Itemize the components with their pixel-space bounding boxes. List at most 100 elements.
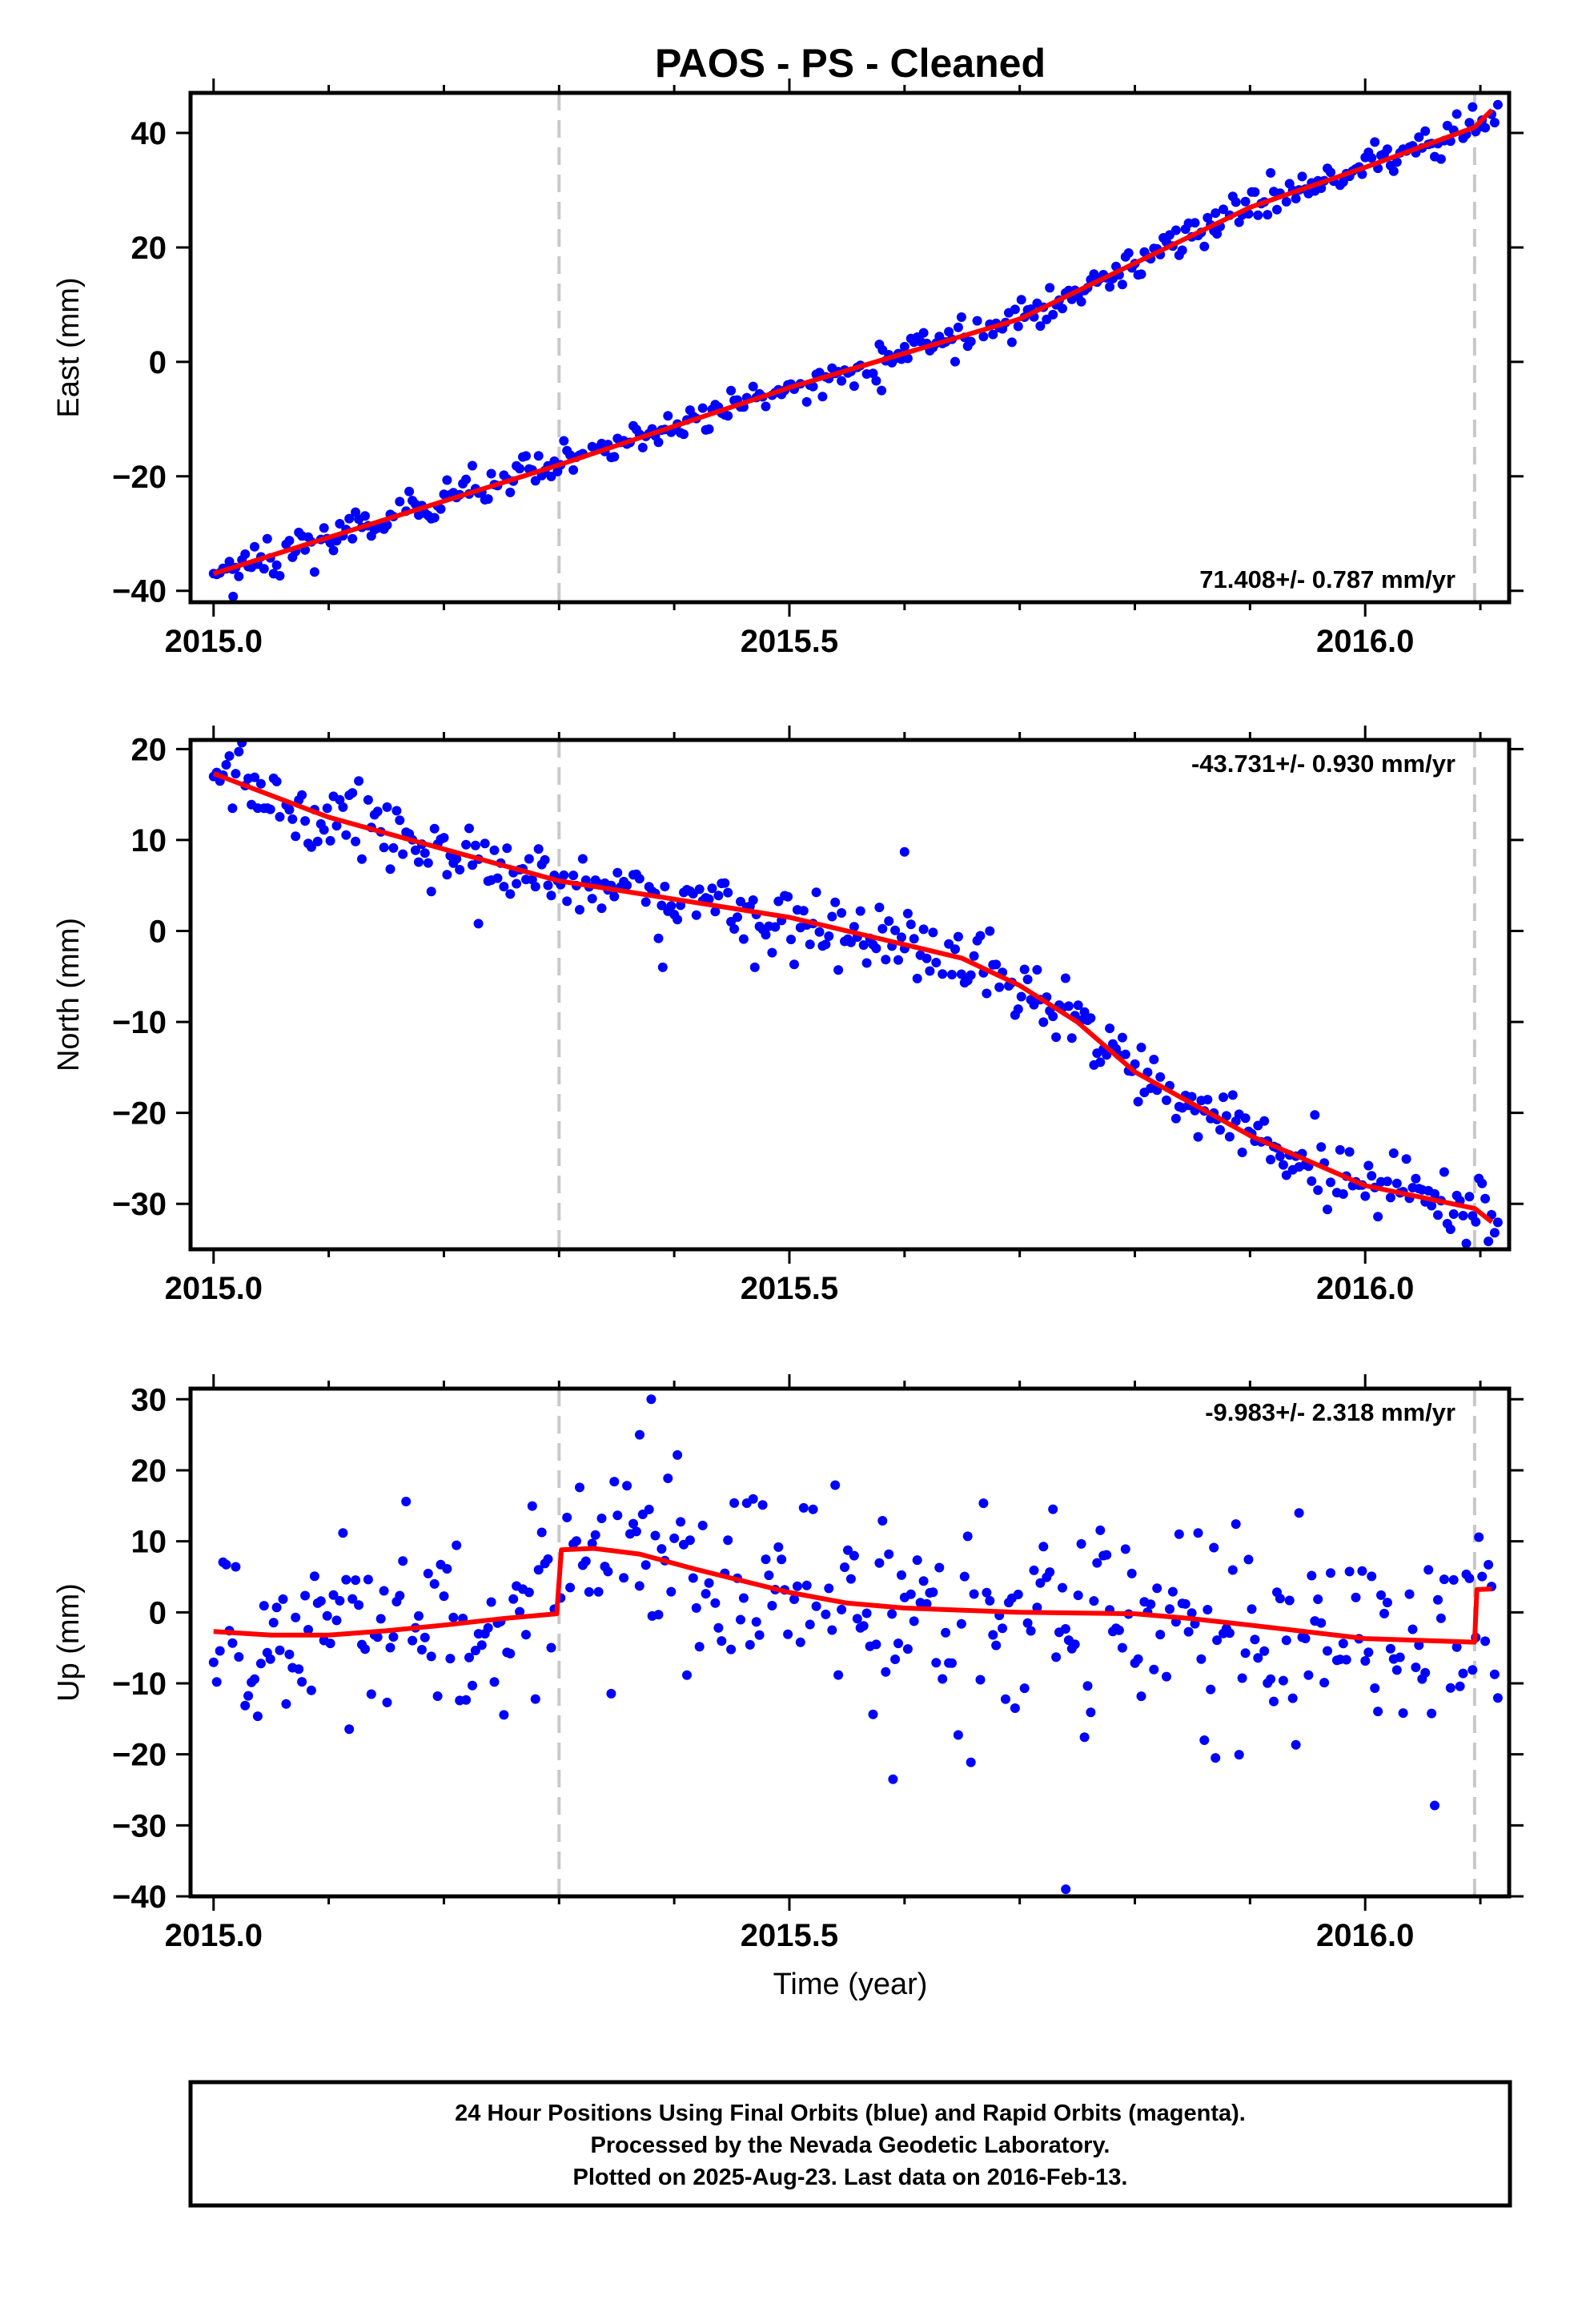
data-point (1370, 137, 1380, 147)
data-point (1445, 1224, 1456, 1234)
data-point (874, 903, 885, 913)
data-point (628, 1518, 638, 1529)
data-point (1477, 1571, 1488, 1582)
data-point (1105, 282, 1115, 292)
data-point (363, 794, 373, 805)
data-point (1489, 1228, 1500, 1238)
data-point (795, 1637, 805, 1647)
y-tick-label: −30 (112, 1808, 167, 1844)
footer-box: 24 Hour Positions Using Final Orbits (bl… (188, 2080, 1512, 2208)
data-point (704, 1578, 714, 1588)
data-point (1291, 194, 1301, 203)
y-tick-label: 0 (149, 345, 167, 380)
data-point (710, 907, 721, 917)
data-point (959, 1571, 970, 1582)
data-point (559, 870, 569, 880)
data-point (1227, 1090, 1238, 1100)
data-point (335, 794, 345, 805)
data-point (228, 591, 239, 601)
data-point (521, 1630, 531, 1640)
data-point (792, 1581, 802, 1591)
data-point (666, 901, 677, 911)
data-point (1212, 1635, 1223, 1646)
data-point (1471, 1216, 1481, 1227)
data-point (905, 1589, 916, 1599)
data-point (1199, 1735, 1210, 1745)
data-point (470, 840, 480, 850)
data-point (445, 1654, 456, 1664)
data-point (821, 939, 831, 950)
data-point (640, 897, 651, 907)
data-point (657, 962, 668, 972)
data-point (840, 1562, 849, 1572)
footer-line-3: Plotted on 2025-Aug-23. Last data on 201… (573, 2165, 1128, 2190)
data-point (580, 1556, 591, 1566)
data-point (849, 1550, 859, 1561)
data-point (897, 1570, 906, 1580)
data-point (1073, 1000, 1083, 1011)
data-point (694, 884, 705, 895)
data-point (635, 1429, 644, 1440)
data-point (666, 1586, 677, 1597)
data-point (568, 464, 579, 475)
data-point (1278, 1160, 1288, 1170)
data-point (798, 906, 809, 916)
data-point (1335, 1144, 1345, 1155)
data-point (300, 816, 311, 826)
data-point (713, 1622, 724, 1633)
data-point (1464, 118, 1475, 128)
data-point (275, 812, 285, 822)
data-point (827, 1625, 837, 1635)
data-point (382, 802, 392, 812)
data-point (1193, 1132, 1203, 1142)
data-point (1480, 1636, 1491, 1647)
data-point (1190, 218, 1200, 228)
data-point (833, 1670, 844, 1680)
data-point (1060, 1624, 1070, 1634)
data-point (726, 385, 737, 396)
rate-annotation: 71.408+/- 0.787 mm/yr (1199, 565, 1456, 593)
data-point (572, 1536, 581, 1546)
data-point (893, 955, 903, 965)
data-point (391, 806, 402, 816)
data-point (1019, 1683, 1030, 1694)
y-tick-label: −40 (112, 1880, 167, 1915)
data-point (874, 1558, 885, 1568)
data-point (439, 833, 449, 843)
data-point (1221, 1111, 1231, 1121)
data-point (1170, 1113, 1181, 1124)
data-point (240, 1700, 251, 1711)
data-point (833, 965, 844, 975)
data-point (1363, 1160, 1374, 1171)
data-point (382, 1697, 392, 1707)
data-point (871, 1639, 881, 1650)
data-point (1407, 1624, 1418, 1634)
data-point (587, 894, 597, 904)
data-point (221, 760, 231, 770)
data-point (468, 860, 477, 870)
data-point (653, 1610, 664, 1620)
y-axis-label: North (mm) (52, 918, 86, 1072)
data-point (821, 1609, 831, 1619)
data-point (587, 1538, 597, 1549)
data-point (884, 1549, 894, 1559)
y-tick-label: 0 (149, 915, 167, 950)
data-point (991, 959, 1002, 970)
data-point (1120, 1049, 1130, 1059)
data-point (1063, 1001, 1074, 1011)
data-point (354, 1600, 364, 1610)
data-point (953, 1730, 963, 1740)
data-point (1206, 1684, 1216, 1695)
plot-frame (188, 90, 1512, 605)
data-point (1461, 1238, 1472, 1248)
data-point (521, 451, 531, 461)
data-point (439, 1591, 449, 1602)
data-point (489, 845, 500, 855)
data-point (808, 1504, 818, 1514)
data-point (1076, 296, 1086, 307)
data-point (736, 896, 745, 907)
data-point (1243, 1554, 1254, 1565)
data-point (663, 1474, 673, 1483)
data-point (344, 513, 355, 524)
data-point (1278, 1675, 1288, 1686)
